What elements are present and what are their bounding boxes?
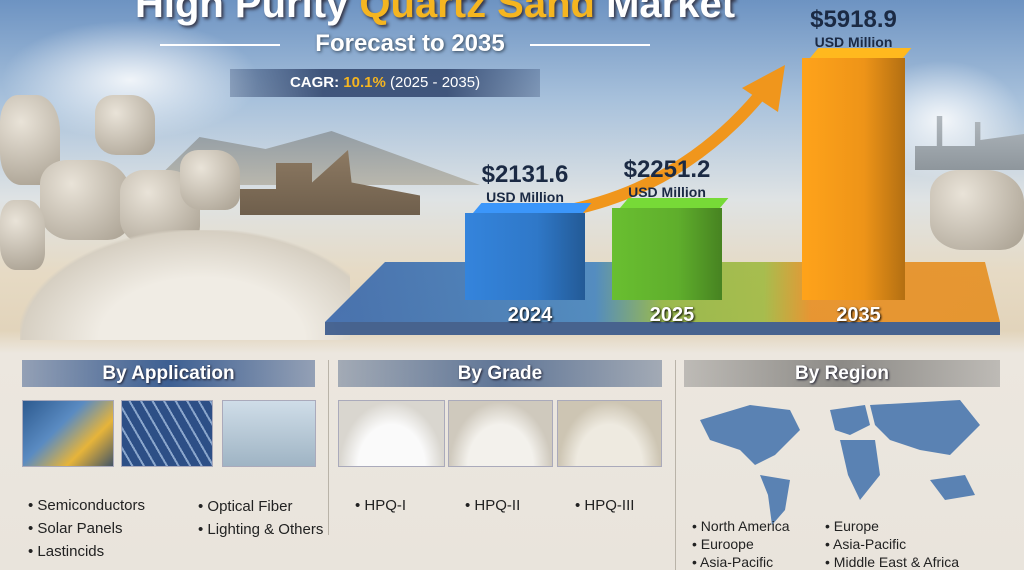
data-label: $2131.6 USD Million bbox=[445, 161, 605, 205]
platform-edge bbox=[325, 322, 1000, 335]
subtitle: Forecast to 2035 bbox=[315, 30, 505, 57]
cagr-banner: CAGR: 10.1% (2025 - 2035) bbox=[230, 69, 540, 97]
data-label: $5918.9 USD Million bbox=[774, 6, 934, 50]
panel-header-grade: By Grade bbox=[338, 360, 662, 387]
region-item: Middle East & Africa bbox=[825, 554, 959, 570]
year-label: 2035 bbox=[836, 304, 881, 326]
world-map-icon bbox=[700, 400, 980, 525]
application-item: Semiconductors bbox=[28, 497, 145, 514]
application-item: Lighting & Others bbox=[198, 521, 323, 538]
sand-pile bbox=[20, 230, 350, 340]
application-item: Optical Fiber bbox=[198, 498, 292, 515]
value-label: $5918.9 bbox=[810, 6, 897, 33]
region-item: Europe bbox=[825, 518, 879, 534]
bar-2025 bbox=[612, 197, 729, 300]
application-item: Lastincids bbox=[28, 543, 104, 560]
bar-2035 bbox=[802, 48, 912, 300]
hpq-iii-image bbox=[557, 400, 662, 467]
value-label: $2131.6 bbox=[481, 160, 569, 188]
year-label: 2024 bbox=[507, 304, 553, 326]
unit-label: USD Million bbox=[486, 188, 564, 205]
semiconductor-image bbox=[22, 400, 114, 467]
grade-item: HPQ-II bbox=[465, 497, 520, 514]
solar-panel-image bbox=[121, 400, 213, 467]
rock bbox=[180, 150, 240, 210]
value-label: $2251.2 bbox=[623, 155, 711, 183]
divider bbox=[160, 44, 280, 46]
region-item: Euroope bbox=[692, 536, 754, 552]
bar-face bbox=[465, 212, 585, 300]
divider bbox=[675, 360, 676, 570]
grade-item: HPQ-III bbox=[575, 497, 634, 514]
page-title: High Purity Quartz Sand Market bbox=[134, 0, 736, 26]
panel-header-region: By Region bbox=[684, 360, 1000, 387]
grade-item: HPQ-I bbox=[355, 497, 406, 514]
divider bbox=[530, 44, 650, 46]
region-item: Asia-Pacific bbox=[692, 554, 773, 570]
hpq-i-image bbox=[338, 400, 445, 467]
application-item: Solar Panels bbox=[28, 520, 122, 537]
hpq-ii-image bbox=[448, 400, 553, 467]
rock bbox=[930, 170, 1024, 250]
data-label: $2251.2 USD Million bbox=[587, 156, 747, 200]
bar-face bbox=[802, 58, 905, 300]
panel-header-application: By Application bbox=[22, 360, 315, 387]
rock bbox=[40, 160, 130, 240]
rock bbox=[95, 95, 155, 155]
optical-fiber-image bbox=[222, 400, 316, 467]
region-item: Asia-Pacific bbox=[825, 536, 906, 552]
divider bbox=[328, 360, 329, 535]
unit-label: USD Million bbox=[628, 183, 706, 200]
region-item: North America bbox=[692, 518, 790, 534]
bar-2024 bbox=[465, 202, 592, 300]
year-label: 2025 bbox=[649, 304, 695, 326]
bar-face bbox=[612, 207, 722, 300]
unit-label: USD Million bbox=[814, 34, 893, 50]
